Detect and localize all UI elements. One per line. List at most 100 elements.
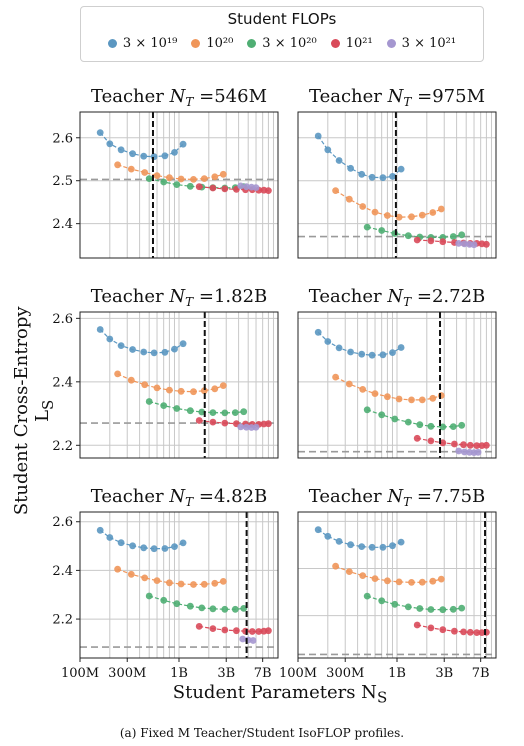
data-point xyxy=(389,542,396,550)
data-point xyxy=(439,238,447,246)
panel-title: Teacher NT =546M xyxy=(91,86,267,109)
y-tick-label: 2.4 xyxy=(52,217,73,232)
data-point xyxy=(96,129,104,137)
data-point xyxy=(209,418,217,426)
data-point xyxy=(359,203,367,210)
data-point xyxy=(460,628,467,636)
legend-item-1e21: 10²¹ xyxy=(330,36,373,51)
data-point xyxy=(198,604,206,612)
data-point xyxy=(470,241,478,249)
data-point xyxy=(379,174,387,182)
data-point xyxy=(117,539,125,547)
data-point xyxy=(458,421,466,429)
data-point xyxy=(198,408,206,416)
data-point xyxy=(324,146,332,154)
data-point xyxy=(140,544,148,552)
data-point xyxy=(397,538,405,546)
panel-6: 100M 300M 1B 3B 7B Teacher NT =7.75B xyxy=(279,486,497,681)
x-tick-label: 3B xyxy=(435,666,453,681)
data-point xyxy=(347,348,354,356)
data-point xyxy=(265,627,272,635)
panel-frame xyxy=(79,111,279,259)
data-point xyxy=(368,543,376,551)
data-point xyxy=(458,604,466,612)
data-point xyxy=(221,185,229,193)
data-point xyxy=(363,592,371,600)
legend-marker xyxy=(191,39,201,48)
data-point xyxy=(240,408,248,416)
x-tick-label: 100M xyxy=(61,666,99,681)
data-point xyxy=(416,421,424,429)
panel-frame xyxy=(79,311,279,459)
data-point xyxy=(150,153,158,161)
data-point xyxy=(114,370,121,378)
data-point xyxy=(358,170,366,178)
data-point xyxy=(397,165,405,173)
data-point xyxy=(314,132,322,140)
data-point xyxy=(335,344,343,352)
data-point xyxy=(239,635,247,643)
series-fit-line xyxy=(367,226,462,238)
data-point xyxy=(437,392,445,399)
data-point xyxy=(145,398,153,405)
data-point xyxy=(160,596,168,604)
data-point xyxy=(473,442,481,449)
data-point xyxy=(127,570,135,578)
x-tick-label: 3B xyxy=(217,666,235,681)
data-point xyxy=(384,577,391,585)
panel-1: 2.4 2.5 2.6 Teacher NT =546M xyxy=(52,86,279,259)
data-point xyxy=(389,173,396,180)
data-point xyxy=(186,407,194,415)
data-point xyxy=(384,212,391,219)
data-point xyxy=(358,543,366,550)
data-point xyxy=(391,600,399,608)
data-point xyxy=(141,169,149,176)
series-fit-line xyxy=(335,565,442,584)
data-point xyxy=(209,409,217,416)
data-point xyxy=(371,575,379,582)
data-point xyxy=(186,182,194,190)
data-point xyxy=(150,545,158,553)
data-point xyxy=(371,208,379,216)
data-point xyxy=(140,348,148,356)
legend: Student FLOPs 3 × 10¹⁹ 10²⁰ 3 × 10²⁰ 10²… xyxy=(80,6,484,62)
series-fit-line xyxy=(149,400,244,414)
data-point xyxy=(242,627,249,635)
data-point xyxy=(416,605,424,612)
data-point xyxy=(408,579,415,586)
data-point xyxy=(439,606,447,614)
data-point xyxy=(211,579,219,587)
data-point xyxy=(106,534,114,541)
panel-frame xyxy=(297,311,497,459)
panel-2: Teacher NT =975M xyxy=(297,86,497,259)
data-point xyxy=(140,152,148,160)
data-point xyxy=(255,628,263,635)
data-point xyxy=(345,195,353,203)
data-point xyxy=(160,402,168,409)
data-point xyxy=(96,526,104,534)
series-fit-line xyxy=(335,376,442,401)
data-point xyxy=(384,393,391,401)
data-point xyxy=(314,328,322,336)
legend-title: Student FLOPs xyxy=(227,10,337,28)
legend-label: 3 × 10²¹ xyxy=(401,36,457,51)
data-point xyxy=(161,545,169,552)
data-point xyxy=(177,387,185,395)
panel-title: Teacher NT =2.72B xyxy=(309,286,486,309)
data-point xyxy=(395,395,403,403)
legend-item-3e19: 3 × 10¹⁹ xyxy=(107,36,177,51)
data-point xyxy=(209,605,217,613)
data-point xyxy=(455,240,463,247)
data-point xyxy=(179,140,187,148)
data-point xyxy=(129,346,137,353)
legend-item-3e20: 3 × 10²⁰ xyxy=(247,36,317,51)
panel-3: 2.2 2.4 2.6 Teacher NT =1.82B xyxy=(52,286,279,459)
data-point xyxy=(451,440,458,448)
data-point xyxy=(166,174,173,182)
data-point xyxy=(439,626,447,634)
data-point xyxy=(427,422,435,430)
data-point xyxy=(114,161,121,169)
data-point xyxy=(371,390,379,397)
data-point xyxy=(248,628,256,635)
